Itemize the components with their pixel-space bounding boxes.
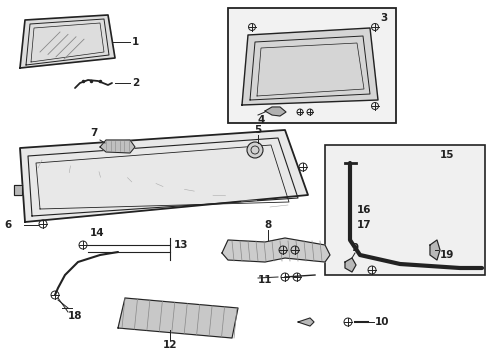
Polygon shape [20,130,307,222]
Polygon shape [14,185,22,195]
Text: 1: 1 [132,37,139,47]
Text: 13: 13 [174,240,188,250]
Text: 15: 15 [439,150,453,160]
Text: 8: 8 [264,220,271,230]
Text: 18: 18 [68,311,82,321]
Text: 5: 5 [254,125,261,135]
Polygon shape [242,28,377,105]
Text: 3: 3 [380,13,387,23]
Polygon shape [222,238,329,262]
Text: 14: 14 [90,228,104,238]
Text: 2: 2 [132,78,139,88]
Text: 7: 7 [90,128,97,138]
Bar [227,8,395,123]
Text: 4: 4 [258,115,265,125]
Polygon shape [264,107,285,116]
Text: 16: 16 [356,205,371,215]
Text: 9: 9 [351,243,358,253]
Polygon shape [20,15,115,68]
Circle shape [246,142,263,158]
Text: 19: 19 [439,250,453,260]
Text: 17: 17 [356,220,371,230]
Polygon shape [118,298,238,338]
Polygon shape [297,318,313,326]
Text: 10: 10 [374,317,389,327]
Text: 12: 12 [163,340,177,350]
Polygon shape [100,140,135,153]
Bar [325,145,484,275]
Polygon shape [345,258,355,272]
Text: 11: 11 [258,275,272,285]
Text: 6: 6 [4,220,11,230]
Polygon shape [429,240,439,260]
